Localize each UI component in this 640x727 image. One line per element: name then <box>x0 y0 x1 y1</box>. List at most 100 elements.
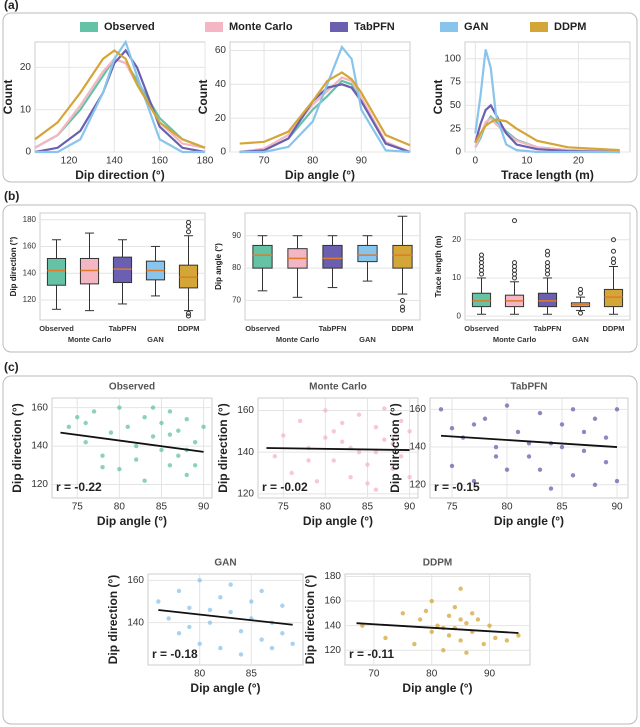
point <box>417 617 423 622</box>
annotation: r = -0.22 <box>56 480 102 494</box>
annotation: r = -0.11 <box>349 647 394 661</box>
point <box>75 415 80 420</box>
point <box>100 453 105 458</box>
chart-title: DDPM <box>423 558 452 569</box>
y-tick-label: 160 <box>324 596 341 607</box>
x-tick-label: GAN <box>147 335 164 344</box>
point <box>323 435 328 440</box>
point <box>238 628 244 634</box>
box <box>252 244 273 269</box>
point <box>259 588 264 594</box>
point <box>446 613 452 619</box>
x-tick-label: 75 <box>278 502 290 513</box>
point <box>614 478 620 484</box>
point <box>340 439 345 444</box>
y-tick-label: 60 <box>215 45 227 56</box>
plot-area <box>147 573 304 666</box>
box <box>471 292 492 308</box>
box <box>537 292 558 308</box>
x-tick-label: DDPM <box>391 324 413 333</box>
legend-swatch <box>440 22 458 32</box>
kde-line <box>35 39 205 154</box>
point <box>280 603 285 608</box>
point <box>91 409 97 414</box>
trend-line <box>266 447 410 451</box>
point <box>272 454 278 459</box>
box <box>322 244 343 269</box>
x-tick-label: DDPM <box>602 324 624 333</box>
point <box>570 407 576 412</box>
kde-line <box>239 76 411 154</box>
point <box>493 635 498 641</box>
point <box>323 408 328 413</box>
point <box>83 440 88 445</box>
x-tick-label: Observed <box>464 324 499 333</box>
point <box>407 474 412 480</box>
x-tick-label: 180 <box>197 156 214 167</box>
panel-label: (a) <box>4 0 19 12</box>
point <box>192 463 198 468</box>
legend-label: Observed <box>104 21 155 33</box>
y-tick-label: 180 <box>23 215 37 224</box>
x-tick-label: Monte Carlo <box>276 335 320 344</box>
point <box>383 635 388 641</box>
point <box>100 465 105 470</box>
point <box>435 623 440 628</box>
chart-title: TabPFN <box>510 382 547 393</box>
outlier <box>186 219 191 225</box>
x-tick-label: TabPFN <box>534 324 562 333</box>
chart-title: Monte Carlo <box>309 382 367 393</box>
x-tick-label: 140 <box>106 156 123 167</box>
point <box>526 454 532 459</box>
point <box>400 611 406 616</box>
x-tick-label: 85 <box>556 502 568 513</box>
x-tick-label: TabPFN <box>109 324 137 333</box>
point <box>382 406 387 411</box>
point <box>167 463 173 468</box>
point <box>537 410 543 416</box>
point <box>187 624 192 630</box>
y-tick-label: 160 <box>31 402 48 413</box>
point <box>493 444 499 450</box>
y-axis-label: Dip direction (°) <box>10 403 24 492</box>
point <box>449 463 455 469</box>
point <box>192 440 198 445</box>
point <box>373 487 379 492</box>
point <box>218 595 223 600</box>
y-tick-label: 120 <box>324 645 341 656</box>
y-tick-label: 160 <box>127 575 144 586</box>
y-axis-label: Dip direction (°) <box>216 403 230 492</box>
point <box>390 441 395 447</box>
point <box>134 443 139 449</box>
point <box>458 586 463 591</box>
point <box>458 638 463 643</box>
point <box>559 422 565 427</box>
point <box>340 420 345 426</box>
x-tick-label: 20 <box>573 156 585 167</box>
legend-label: Monte Carlo <box>229 21 293 33</box>
panel-frame <box>2 12 638 183</box>
point <box>548 486 554 491</box>
point <box>412 641 417 647</box>
box <box>603 288 624 308</box>
point <box>166 616 171 621</box>
point <box>306 458 311 463</box>
point <box>125 424 130 430</box>
kde-line <box>34 57 206 149</box>
point <box>365 481 370 486</box>
outlier <box>578 286 583 292</box>
point <box>581 429 587 435</box>
x-tick-label: 90 <box>356 156 368 167</box>
annotation: r = -0.15 <box>434 480 480 494</box>
kde-line <box>474 49 620 154</box>
outlier <box>512 260 517 266</box>
outlier <box>611 248 616 254</box>
box <box>357 244 378 263</box>
y-tick-label: 50 <box>450 100 462 111</box>
y-axis-label: Count <box>196 80 210 115</box>
y-tick-label: 90 <box>232 231 241 240</box>
point <box>314 479 320 484</box>
point <box>117 405 122 410</box>
x-axis-label: Dip angle (°) <box>285 168 355 182</box>
